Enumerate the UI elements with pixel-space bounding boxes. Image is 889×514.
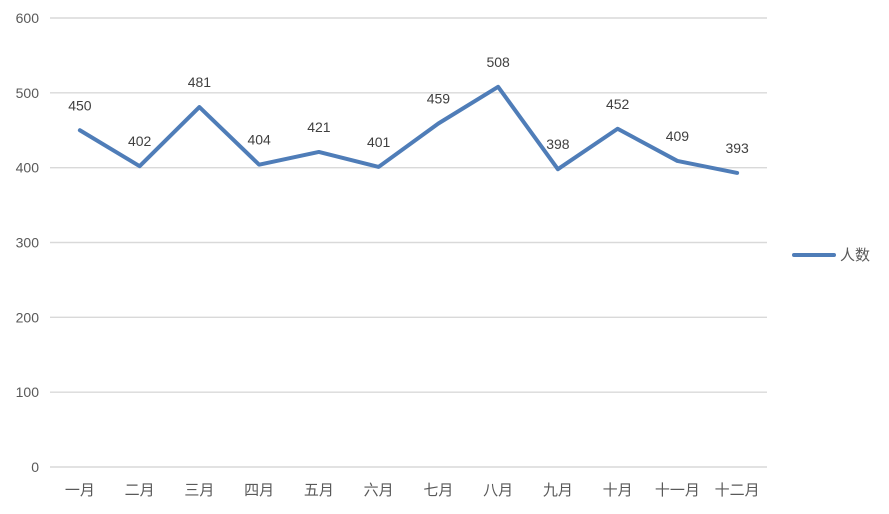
y-tick-label: 400 [16, 160, 40, 176]
data-label: 459 [427, 91, 451, 107]
data-label: 450 [68, 97, 92, 113]
y-tick-label: 600 [16, 10, 40, 26]
x-axis-ticks: 一月 二月 三月 四月 五月 六月 七月 八月 九月 十月 十一月 十二月 [65, 481, 760, 499]
x-tick-label: 二月 [125, 481, 155, 499]
x-tick-label: 九月 [543, 481, 573, 499]
data-label: 481 [188, 74, 212, 90]
x-tick-label: 七月 [423, 481, 453, 499]
x-tick-label: 十二月 [715, 481, 760, 499]
data-label: 421 [307, 119, 331, 135]
x-tick-label: 五月 [304, 481, 334, 499]
gridlines [50, 17, 767, 468]
y-tick-label: 200 [16, 309, 40, 325]
x-tick-label: 十月 [603, 481, 633, 499]
x-tick-label: 三月 [184, 481, 214, 499]
x-tick-label: 六月 [364, 481, 394, 499]
data-label: 402 [128, 133, 152, 149]
x-tick-label: 一月 [65, 481, 95, 499]
y-axis-ticks: 0 100 200 300 400 500 600 [16, 10, 40, 475]
data-label: 452 [606, 96, 630, 112]
data-label: 401 [367, 134, 391, 150]
x-tick-label: 八月 [483, 481, 513, 499]
x-tick-label: 十一月 [655, 481, 700, 499]
data-label: 404 [247, 132, 271, 148]
data-labels: 450 402 481 404 421 401 459 508 398 452 409 393 [68, 54, 749, 156]
data-label: 508 [486, 54, 510, 70]
data-label: 393 [725, 140, 749, 156]
legend: 人数 [792, 246, 870, 264]
y-tick-label: 100 [16, 384, 40, 400]
data-label: 409 [666, 128, 690, 144]
data-label: 398 [546, 136, 570, 152]
y-tick-label: 300 [16, 235, 40, 251]
series-lines [77, 84, 740, 175]
y-tick-label: 0 [31, 459, 39, 475]
series-line [77, 84, 740, 175]
legend-label: 人数 [840, 246, 870, 264]
y-tick-label: 500 [16, 85, 40, 101]
x-tick-label: 四月 [244, 481, 274, 499]
